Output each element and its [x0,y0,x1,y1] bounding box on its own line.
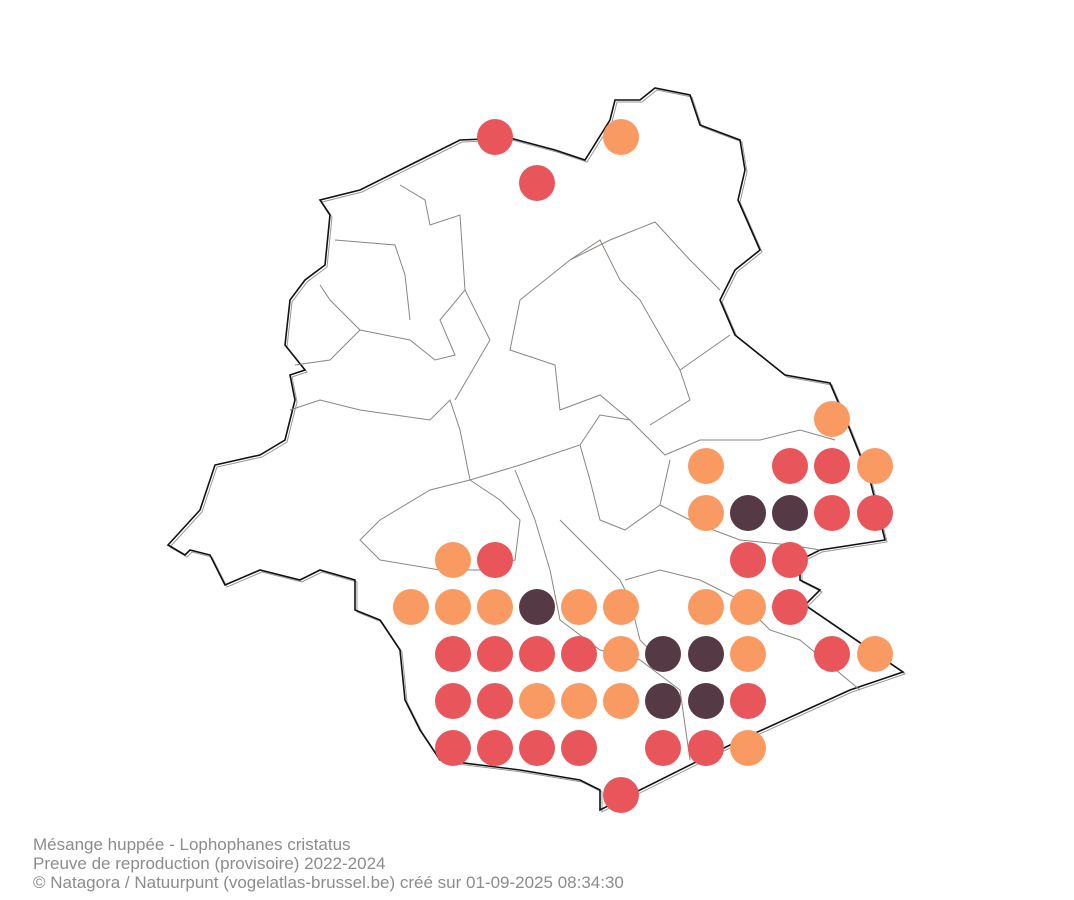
grid-cell-dot [603,777,639,813]
grid-cell-dot [393,589,429,625]
grid-cell-dot [772,589,808,625]
grid-cell-dot [645,683,681,719]
grid-cell-dot [519,589,555,625]
grid-cell-dot [688,730,724,766]
region-outline [166,87,905,812]
grid-cell-dot [477,730,513,766]
grid-cell-dot [772,495,808,531]
grid-cell-dot [435,683,471,719]
grid-cell-dot [561,683,597,719]
grid-cell-dot [519,165,555,201]
grid-cell-dot [561,730,597,766]
grid-cell-dot [814,636,850,672]
grid-cell-dot [645,730,681,766]
caption-subtitle: Preuve de reproduction (provisoire) 2022… [33,854,385,873]
grid-cell-dot [519,636,555,672]
grid-cell-dot [603,683,639,719]
grid-cell-dot [857,448,893,484]
grid-cell-dot [688,448,724,484]
grid-cell-dot [435,636,471,672]
grid-cell-dot [477,589,513,625]
grid-cell-dot [730,589,766,625]
grid-cell-dot [688,683,724,719]
grid-cell-dot [730,542,766,578]
grid-cell-dot [519,683,555,719]
grid-cell-dot [561,636,597,672]
grid-cell-dot [645,636,681,672]
grid-cell-dot [730,636,766,672]
observation-dots [393,119,893,813]
grid-cell-dot [477,683,513,719]
grid-cell-dot [435,730,471,766]
grid-cell-dot [519,730,555,766]
grid-cell-dot [477,542,513,578]
grid-cell-dot [477,636,513,672]
grid-cell-dot [435,542,471,578]
grid-cell-dot [603,636,639,672]
caption-credit: © Natagora / Natuurpunt (vogelatlas-brus… [33,873,624,892]
grid-cell-dot [688,589,724,625]
grid-cell-dot [730,730,766,766]
grid-cell-dot [688,495,724,531]
grid-cell-dot [814,448,850,484]
grid-cell-dot [603,589,639,625]
grid-cell-dot [477,119,513,155]
grid-cell-dot [435,589,471,625]
grid-cell-dot [688,636,724,672]
grid-cell-dot [603,119,639,155]
grid-cell-dot [857,495,893,531]
grid-cell-dot [772,542,808,578]
grid-cell-dot [730,495,766,531]
caption-species: Mésange huppée - Lophophanes cristatus [33,835,351,854]
grid-cell-dot [561,589,597,625]
grid-cell-dot [814,495,850,531]
grid-cell-dot [814,401,850,437]
grid-cell-dot [730,683,766,719]
grid-cell-dot [857,636,893,672]
grid-cell-dot [772,448,808,484]
